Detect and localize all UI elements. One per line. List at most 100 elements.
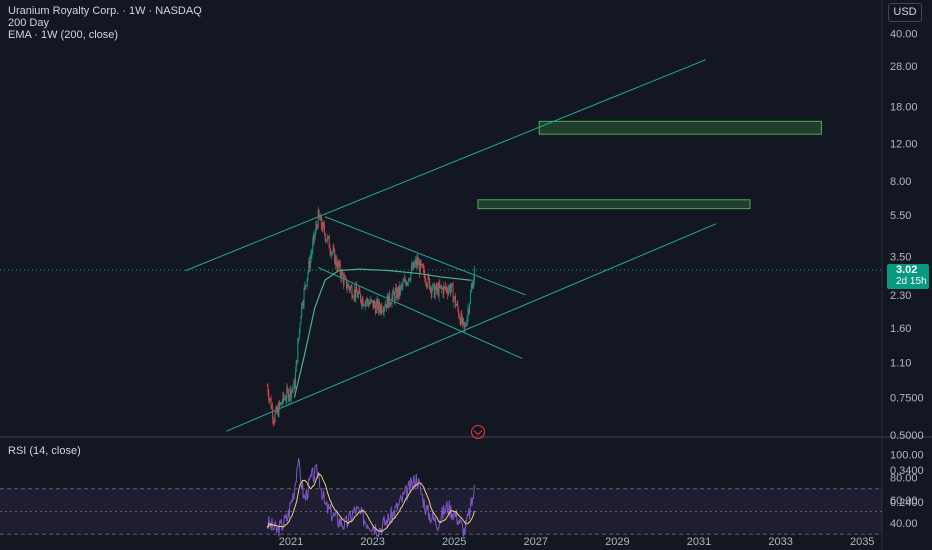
candle (326, 239, 328, 241)
candle (368, 303, 370, 306)
candle (317, 209, 319, 228)
currency-button[interactable]: USD (888, 3, 922, 22)
candle (465, 325, 467, 327)
last-price-value: 3.02 (896, 264, 918, 276)
candle (343, 276, 345, 285)
chart-legend: Uranium Royalty Corp. · 1W · NASDAQ 200 … (8, 5, 202, 41)
candle (385, 304, 387, 308)
candle (307, 271, 309, 278)
last-price-badge: 3.02 2d 15h (887, 264, 929, 289)
candle (277, 407, 279, 417)
candle (267, 386, 269, 394)
candle (462, 318, 464, 324)
flash-icon[interactable] (471, 425, 485, 439)
candle (440, 285, 442, 288)
candle (359, 289, 361, 295)
candle (402, 282, 404, 287)
candle (430, 286, 432, 295)
candle (407, 278, 409, 283)
indicator-200-day[interactable]: 200 Day (8, 17, 49, 29)
candle (408, 278, 410, 280)
candle (302, 303, 304, 307)
candle (282, 393, 284, 404)
candle (425, 281, 427, 283)
candle (280, 402, 282, 406)
candle (461, 313, 463, 324)
candle (404, 278, 406, 282)
candle (296, 360, 298, 363)
candle (323, 225, 325, 234)
time-axis-label: 2025 (442, 536, 466, 548)
candle (409, 279, 411, 281)
candle (433, 283, 435, 298)
candle (410, 272, 412, 280)
candle (377, 299, 379, 312)
candle (463, 321, 465, 328)
candle (305, 284, 307, 286)
symbol-title[interactable]: Uranium Royalty Corp. · 1W · NASDAQ (8, 5, 202, 17)
candle (327, 236, 329, 238)
candle (399, 285, 401, 294)
candle (444, 285, 446, 289)
target-zone-1 (538, 120, 822, 135)
candle (346, 287, 348, 289)
candle (447, 291, 449, 295)
candle (348, 284, 350, 288)
price-axis-label: 12.00 (890, 139, 918, 151)
candle (356, 292, 358, 298)
candle (468, 308, 470, 312)
candle (455, 305, 457, 306)
candle (306, 277, 308, 286)
candle (310, 254, 312, 259)
candle (279, 402, 281, 406)
candle (396, 288, 398, 299)
candle (295, 360, 297, 372)
candle (314, 232, 316, 239)
candle (382, 311, 384, 313)
candle (297, 342, 299, 363)
candle (428, 275, 430, 279)
candle (472, 283, 474, 289)
candle (373, 301, 375, 308)
candle (291, 390, 293, 398)
candle (281, 403, 283, 405)
candle (358, 289, 360, 294)
candle (426, 285, 428, 287)
candle (350, 286, 352, 288)
candle (416, 258, 418, 265)
candle (418, 262, 420, 273)
candle (436, 286, 438, 291)
candle (320, 216, 322, 227)
time-axis-label: 2021 (279, 536, 303, 548)
candle (313, 234, 315, 239)
candle (415, 259, 417, 265)
candle (285, 398, 287, 401)
candle (412, 262, 414, 270)
candle (338, 262, 340, 267)
price-axis-label: 28.00 (890, 61, 918, 73)
time-axis-label: 2031 (687, 536, 711, 548)
candle (340, 273, 342, 279)
candle (336, 265, 338, 269)
candle (309, 258, 311, 269)
indicator-ema[interactable]: EMA · 1W (200, close) (8, 29, 119, 41)
candle (360, 301, 362, 305)
candle (278, 402, 280, 417)
candle (330, 251, 332, 256)
candle (389, 303, 391, 305)
rsi-legend[interactable]: RSI (14, close) (8, 445, 81, 457)
candle (393, 290, 395, 294)
candle (349, 287, 351, 291)
candle (328, 236, 330, 249)
candle (454, 296, 456, 298)
candle (456, 303, 458, 306)
candle (311, 251, 313, 255)
candle (404, 278, 406, 283)
candle (366, 298, 368, 302)
candle (398, 285, 400, 297)
candle (351, 286, 353, 298)
candle (320, 216, 322, 221)
candle (370, 299, 372, 303)
time-axis-label: 2029 (605, 536, 629, 548)
